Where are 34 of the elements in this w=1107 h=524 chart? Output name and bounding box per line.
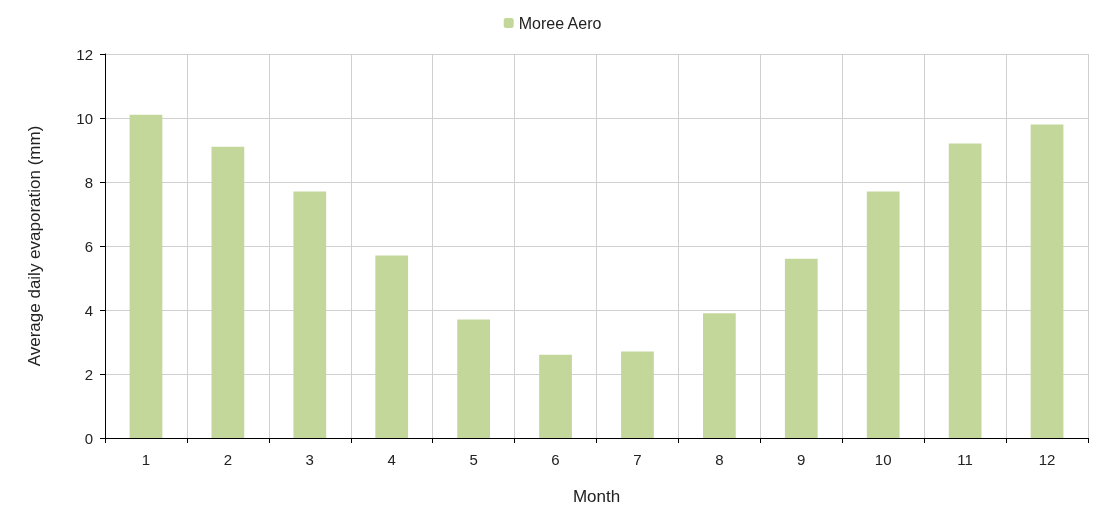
- bar: [457, 319, 491, 438]
- bar: [702, 313, 736, 438]
- y-tick-label: 4: [84, 301, 93, 319]
- bar: [866, 191, 900, 438]
- x-tick-label: 6: [551, 451, 560, 468]
- x-tick-label: 5: [469, 451, 478, 468]
- x-axis-title: Month: [572, 487, 621, 506]
- x-tick-label: 4: [387, 451, 396, 468]
- legend-label: Moree Aero: [518, 14, 602, 32]
- x-tick-label: 2: [223, 451, 233, 468]
- y-tick-label: 12: [76, 45, 93, 63]
- bar: [539, 354, 572, 438]
- x-tick-label: 10: [874, 451, 892, 468]
- y-tick-label: 6: [84, 237, 93, 255]
- bar: [1030, 124, 1064, 438]
- y-tick-label: 0: [84, 429, 93, 447]
- bar: [621, 351, 654, 438]
- x-tick-label: 7: [633, 451, 642, 468]
- bar: [375, 255, 409, 438]
- y-tick-label: 10: [76, 109, 93, 127]
- bar: [784, 258, 818, 438]
- x-tick-label: 1: [141, 451, 151, 468]
- x-tick-label: 11: [957, 451, 973, 468]
- y-tick-label: 8: [84, 173, 93, 191]
- x-tick-label: 12: [1038, 451, 1056, 468]
- x-tick-label: 9: [797, 451, 806, 468]
- bar: [129, 114, 163, 438]
- x-tick-label: 3: [305, 451, 314, 468]
- bar: [293, 191, 327, 438]
- bar: [211, 146, 245, 438]
- y-tick-label: 2: [84, 365, 93, 383]
- bar: [948, 143, 982, 438]
- y-axis-title: Average daily evaporation (mm): [25, 125, 44, 367]
- x-tick-label: 8: [715, 451, 724, 468]
